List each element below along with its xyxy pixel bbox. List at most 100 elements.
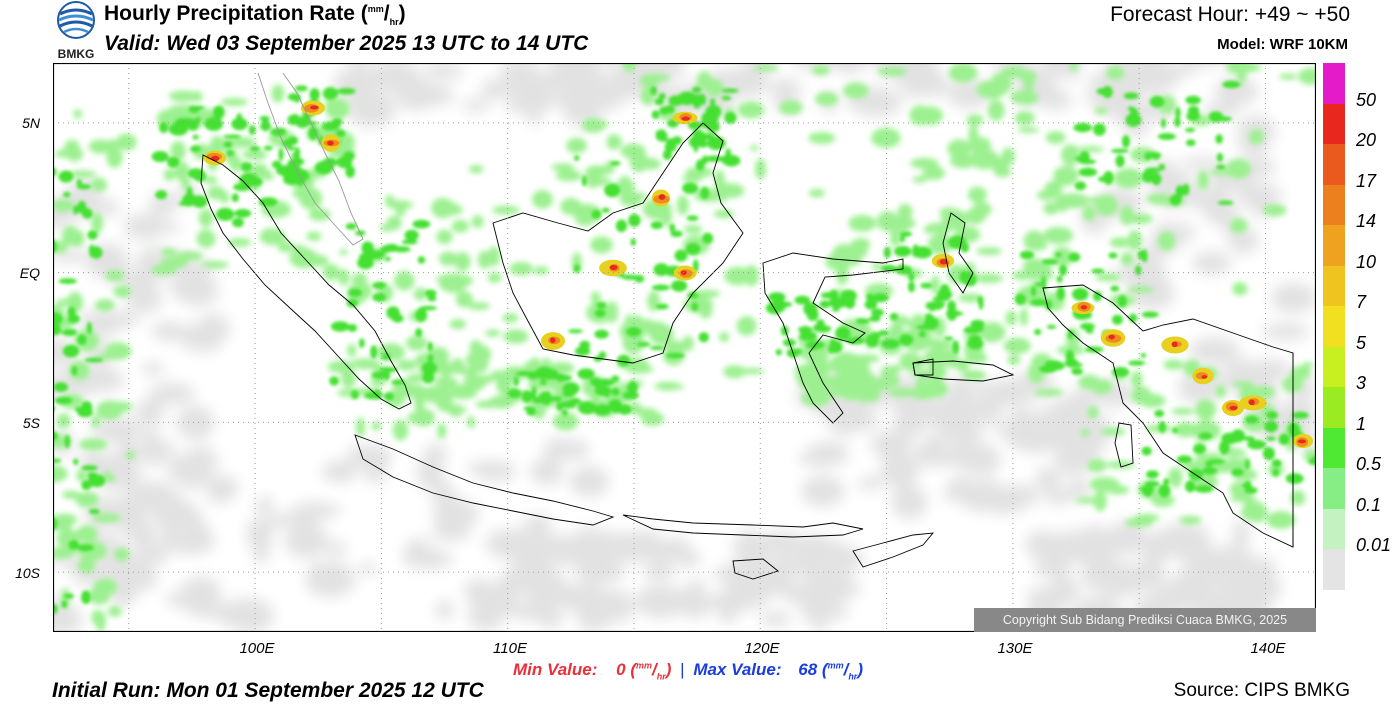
drizzle-cell: [321, 460, 359, 483]
light-rain-cell: [531, 189, 553, 209]
light-rain-cell: [987, 99, 1005, 122]
malay-peninsula: [257, 72, 364, 246]
rain-cell: [698, 332, 710, 343]
rain-cell: [88, 474, 106, 488]
drizzle-cell: [779, 538, 812, 555]
light-rain-cell: [229, 157, 244, 172]
rain-cell: [1243, 436, 1255, 442]
light-rain-cell: [306, 231, 322, 241]
rain-cell: [383, 369, 391, 381]
lat-label-5s: 5S: [22, 415, 40, 431]
light-rain-cell: [1100, 427, 1126, 436]
light-rain-cell: [170, 104, 192, 112]
drizzle-cell: [616, 533, 643, 564]
light-rain-cell: [1174, 421, 1197, 438]
light-rain-cell: [1163, 359, 1185, 370]
light-rain-cell: [107, 606, 122, 617]
rain-cell: [309, 88, 320, 101]
rain-cell: [63, 593, 75, 599]
light-rain-cell: [1225, 158, 1252, 179]
light-rain-cell: [928, 338, 939, 348]
drizzle-cell: [345, 91, 397, 127]
drizzle-cell: [970, 446, 1002, 474]
rain-cell: [404, 229, 419, 241]
drizzle-cell: [128, 488, 161, 509]
light-rain-cell: [91, 212, 104, 235]
rain-cell: [1074, 181, 1087, 191]
rain-cell: [1176, 455, 1193, 464]
rain-cell: [616, 354, 631, 367]
light-rain-cell: [174, 161, 190, 182]
light-rain-cell: [890, 229, 901, 247]
lon-label-140e: 140E: [1250, 640, 1286, 657]
rain-cell: [593, 404, 612, 416]
light-rain-cell: [379, 224, 395, 232]
light-rain-cell: [682, 335, 694, 352]
light-rain-cell: [865, 378, 893, 391]
light-rain-cell: [1058, 193, 1089, 209]
light-rain-cell: [289, 247, 318, 269]
drizzle-cell: [523, 514, 553, 532]
light-rain-cell: [76, 469, 89, 483]
rain-cell: [899, 236, 906, 243]
heavy-core: [681, 116, 690, 121]
rain-cell: [1181, 183, 1190, 196]
rain-cell: [654, 98, 665, 106]
rain-cell: [1143, 486, 1153, 497]
light-rain-cell: [339, 248, 348, 256]
rain-cell: [1030, 286, 1037, 297]
rain-cell: [604, 183, 621, 198]
light-rain-cell: [624, 314, 634, 327]
rain-cell: [67, 306, 76, 318]
colorbar-swatch: [1323, 63, 1345, 105]
light-rain-cell: [502, 313, 519, 323]
light-rain-cell: [1031, 239, 1048, 251]
light-rain-cell: [392, 419, 409, 441]
rain-cell: [189, 145, 202, 153]
light-rain-cell: [881, 365, 894, 383]
light-rain-cell: [92, 512, 121, 523]
rain-cell: [864, 299, 878, 310]
light-rain-cell: [827, 378, 849, 391]
light-rain-cell: [198, 208, 214, 228]
rain-cell: [1231, 468, 1244, 476]
drizzle-cell: [555, 90, 581, 110]
light-rain-cell: [1014, 110, 1035, 126]
light-rain-cell: [113, 285, 132, 298]
drizzle-cell: [358, 562, 377, 576]
rain-cell: [1158, 421, 1166, 433]
rain-cell: [1134, 265, 1142, 276]
light-rain-cell: [405, 335, 428, 351]
light-rain-cell: [1150, 493, 1175, 508]
light-rain-cell: [888, 217, 916, 230]
rain-cell: [1217, 200, 1234, 205]
light-rain-cell: [1139, 393, 1166, 408]
rain-cell: [919, 330, 926, 338]
lon-label-130e: 130E: [997, 640, 1033, 657]
rain-cell: [71, 365, 78, 376]
rain-cell: [361, 241, 374, 255]
drizzle-cell: [290, 502, 342, 520]
rain-cell: [259, 116, 270, 121]
light-rain-cell: [622, 63, 637, 72]
drizzle-cell: [1035, 466, 1061, 492]
light-rain-cell: [1043, 226, 1074, 245]
rain-cell: [391, 379, 404, 385]
rain-cell: [1163, 478, 1170, 486]
light-rain-cell: [466, 415, 476, 429]
light-rain-cell: [338, 269, 350, 286]
drizzle-cell: [185, 522, 213, 549]
light-rain-cell: [718, 332, 730, 343]
light-rain-cell: [277, 241, 294, 253]
rain-cell: [1056, 275, 1063, 283]
rain-cell: [88, 508, 100, 515]
light-rain-cell: [1301, 362, 1314, 369]
rain-cell: [1144, 167, 1161, 173]
rain-cell: [1141, 249, 1148, 263]
rain-cell: [674, 249, 688, 262]
drizzle-cell: [831, 576, 852, 602]
drizzle-cell: [474, 464, 516, 482]
rain-cell: [88, 244, 95, 258]
rain-cell: [1247, 439, 1266, 450]
light-rain-cell: [114, 547, 130, 562]
